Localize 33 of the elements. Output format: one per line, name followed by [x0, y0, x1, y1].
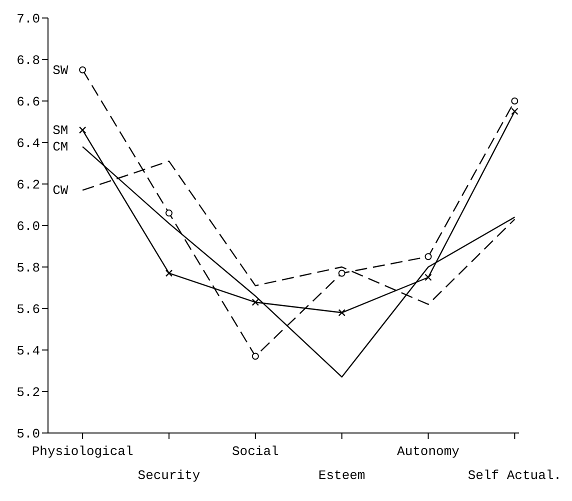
x-tick-label: Security	[138, 468, 200, 483]
series-label: SW	[52, 62, 68, 78]
y-tick-label: 6.6	[16, 94, 40, 110]
series-label: SM	[52, 123, 68, 138]
point	[424, 253, 432, 260]
point	[511, 98, 518, 104]
y-tick-label: 5.0	[16, 426, 40, 442]
point	[79, 66, 86, 74]
x-tick-label: Social	[232, 444, 280, 459]
point	[252, 298, 260, 306]
y-tick-label: 5.8	[16, 260, 40, 276]
y-tick-label: 5.6	[16, 302, 40, 318]
series-label: CW	[52, 183, 68, 198]
x-tick-label: Esteem	[318, 468, 366, 483]
y-tick-label: 6.0	[16, 219, 40, 234]
point	[165, 270, 173, 277]
y-tick-label: 5.2	[16, 385, 40, 400]
point	[165, 210, 172, 217]
y-tick-label: 7.0	[16, 12, 40, 27]
point	[511, 108, 518, 115]
y-tick-label: 6.4	[16, 136, 40, 152]
y-tick-label: 6.2	[16, 178, 40, 193]
x-tick-label: Physiological	[32, 444, 134, 459]
point	[338, 270, 346, 277]
x-tick-label: Self Actual.	[468, 468, 562, 483]
y-tick-label: 6.8	[16, 53, 40, 68]
series-label: CM	[52, 140, 68, 155]
point	[338, 309, 346, 316]
point	[424, 274, 432, 281]
y-tick-label: 5.4	[16, 344, 40, 359]
point	[78, 126, 86, 134]
point	[252, 352, 259, 360]
x-tick-label: Autonomy	[397, 444, 460, 459]
